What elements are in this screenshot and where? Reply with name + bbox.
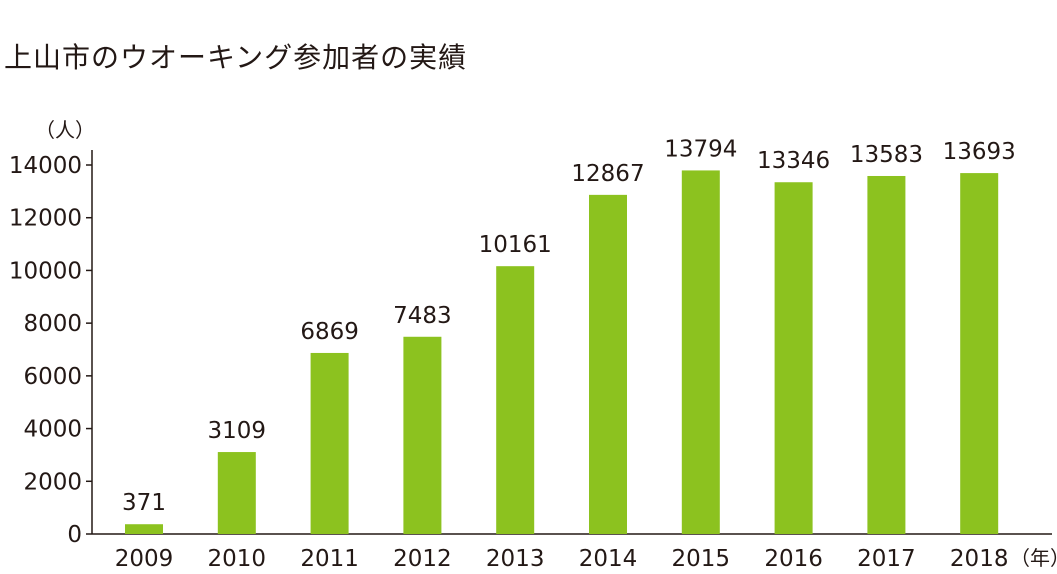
x-tick-label: 2016 [764,546,823,572]
x-axis-unit-label: （年） [1010,546,1057,570]
x-tick-label: 2009 [115,546,174,572]
y-tick-label: 0 [67,522,82,548]
x-axis: 2009 2010 2011 2012 2013 2014 2015 2016 2017 2018 [92,533,1052,572]
bar [867,175,906,535]
x-tick-label: 2011 [300,546,359,572]
bar [589,194,627,534]
bar-value-label: 7483 [393,303,452,329]
value-labels: 371 3109 6869 7483 10161 12867 13794 13346 13583… [122,136,1016,516]
bar-value-label: 3109 [208,418,267,444]
x-tick-label: 2018 [950,546,1009,572]
bar-value-label: 13794 [664,136,737,162]
y-tick-label: 2000 [23,469,82,495]
bar-value-label: 13583 [850,142,923,168]
bar [217,452,256,534]
bar-value-label: 371 [122,490,166,516]
bar-value-label: 13346 [757,148,830,174]
x-tick-label: 2013 [486,546,545,572]
bar [403,336,442,534]
bar [310,352,349,534]
y-tick-label: 10000 [9,258,82,284]
bar [125,524,163,534]
bar-value-label: 12867 [571,161,644,187]
bar [681,170,720,534]
x-tick-label: 2015 [672,546,731,572]
bar-value-label: 13693 [943,139,1016,165]
x-tick-label: 2017 [857,546,916,572]
y-axis: 0 2000 4000 6000 8000 10000 12000 14000 [9,150,93,548]
chart-title: 上山市のウオーキング参加者の実績 [4,41,468,74]
bar-value-label: 10161 [479,232,552,258]
y-tick-label: 4000 [23,417,82,443]
bar-value-label: 6869 [300,319,359,345]
x-tick-label: 2010 [208,546,267,572]
y-tick-label: 12000 [9,206,82,232]
bar [960,173,999,534]
y-tick-label: 8000 [23,311,82,337]
bars [125,170,999,535]
x-tick-label: 2014 [579,546,638,572]
y-tick-label: 14000 [9,153,82,179]
y-tick-label: 6000 [23,364,82,390]
y-axis-unit-label: （人） [35,118,95,142]
x-tick-label: 2012 [393,546,452,572]
bar [774,182,813,535]
bar [496,266,535,534]
